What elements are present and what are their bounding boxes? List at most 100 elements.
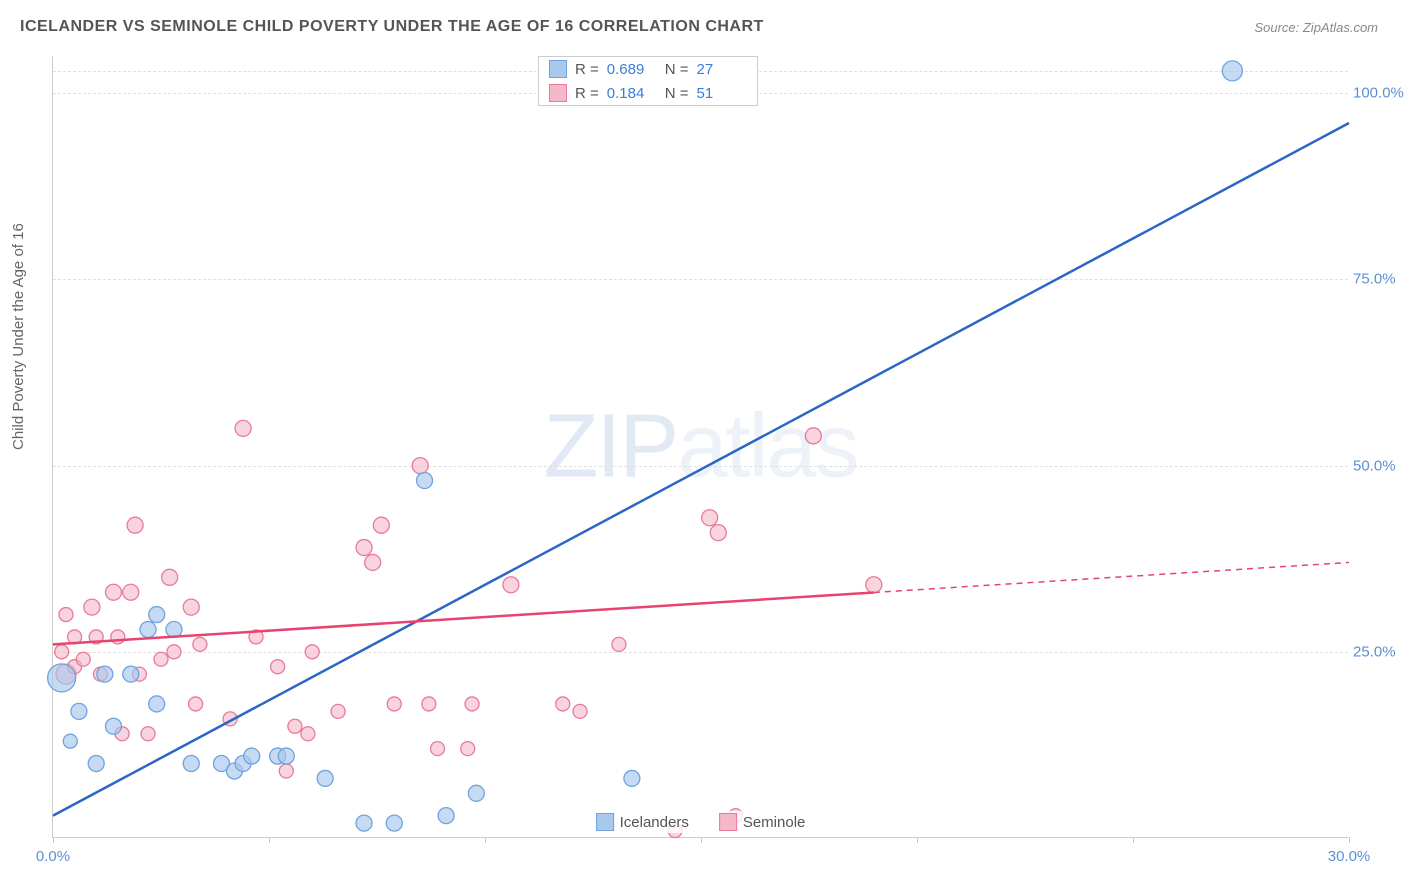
swatch-seminole (549, 84, 567, 102)
data-point-seminole (301, 727, 315, 741)
data-point-icelanders (149, 607, 165, 623)
data-point-seminole (430, 742, 444, 756)
data-point-icelanders (88, 756, 104, 772)
data-point-seminole (365, 554, 381, 570)
y-tick-label: 75.0% (1353, 271, 1406, 288)
legend-label-seminole: Seminole (743, 814, 806, 831)
n-label: N = (665, 85, 689, 102)
data-point-icelanders (356, 815, 372, 831)
data-point-seminole (235, 420, 251, 436)
x-tick (1349, 837, 1350, 843)
data-point-seminole (412, 458, 428, 474)
data-point-seminole (84, 599, 100, 615)
data-point-icelanders (71, 703, 87, 719)
data-point-seminole (702, 510, 718, 526)
data-point-seminole (189, 697, 203, 711)
data-point-icelanders (438, 808, 454, 824)
stats-legend: R = 0.689 N = 27 R = 0.184 N = 51 (538, 56, 758, 106)
trend-line-seminole-dashed (874, 562, 1349, 592)
legend-label-icelanders: Icelanders (620, 814, 689, 831)
data-point-icelanders (317, 770, 333, 786)
data-point-icelanders (48, 664, 76, 692)
data-point-seminole (805, 428, 821, 444)
r-value-seminole: 0.184 (607, 85, 657, 102)
data-point-icelanders (278, 748, 294, 764)
stats-row-icelanders: R = 0.689 N = 27 (539, 57, 757, 81)
data-point-seminole (331, 704, 345, 718)
plot-area: ZIPatlas 25.0%50.0%75.0%100.0% 0.0%30.0%… (52, 56, 1348, 838)
x-tick (53, 837, 54, 843)
data-point-icelanders (166, 621, 182, 637)
data-point-icelanders (97, 666, 113, 682)
trend-line-icelanders (53, 123, 1349, 816)
x-tick (701, 837, 702, 843)
x-tick (917, 837, 918, 843)
data-point-icelanders (123, 666, 139, 682)
data-point-icelanders (183, 756, 199, 772)
swatch-seminole (719, 813, 737, 831)
data-point-seminole (162, 569, 178, 585)
n-value-icelanders: 27 (697, 61, 747, 78)
data-point-icelanders (105, 718, 121, 734)
data-point-seminole (141, 727, 155, 741)
x-tick-label: 0.0% (36, 848, 70, 865)
data-point-seminole (422, 697, 436, 711)
data-point-icelanders (149, 696, 165, 712)
swatch-icelanders (596, 813, 614, 831)
data-point-seminole (279, 764, 293, 778)
n-value-seminole: 51 (697, 85, 747, 102)
data-point-icelanders (140, 621, 156, 637)
data-point-seminole (154, 652, 168, 666)
data-point-seminole (271, 660, 285, 674)
data-point-seminole (710, 525, 726, 541)
data-point-seminole (305, 645, 319, 659)
data-point-seminole (167, 645, 181, 659)
stats-row-seminole: R = 0.184 N = 51 (539, 81, 757, 105)
data-point-icelanders (417, 473, 433, 489)
x-tick-label: 30.0% (1328, 848, 1371, 865)
source-attribution: Source: ZipAtlas.com (1254, 20, 1378, 35)
data-point-seminole (465, 697, 479, 711)
y-tick-label: 25.0% (1353, 643, 1406, 660)
n-label: N = (665, 61, 689, 78)
data-point-icelanders (63, 734, 77, 748)
swatch-icelanders (549, 60, 567, 78)
scatter-svg (53, 56, 1348, 837)
data-point-seminole (573, 704, 587, 718)
data-point-seminole (123, 584, 139, 600)
data-point-seminole (76, 652, 90, 666)
data-point-seminole (503, 577, 519, 593)
data-point-icelanders (468, 785, 484, 801)
legend-item-seminole: Seminole (719, 813, 806, 831)
data-point-seminole (866, 577, 882, 593)
data-point-seminole (556, 697, 570, 711)
data-point-seminole (288, 719, 302, 733)
data-point-seminole (461, 742, 475, 756)
r-value-icelanders: 0.689 (607, 61, 657, 78)
data-point-icelanders (386, 815, 402, 831)
data-point-seminole (193, 637, 207, 651)
r-label: R = (575, 85, 599, 102)
data-point-seminole (55, 645, 69, 659)
data-point-icelanders (1222, 61, 1242, 81)
data-point-seminole (105, 584, 121, 600)
data-point-seminole (373, 517, 389, 533)
data-point-seminole (127, 517, 143, 533)
x-tick (485, 837, 486, 843)
y-axis-label: Child Poverty Under the Age of 16 (10, 223, 27, 450)
x-tick (269, 837, 270, 843)
chart-title: ICELANDER VS SEMINOLE CHILD POVERTY UNDE… (20, 18, 764, 36)
x-tick (1133, 837, 1134, 843)
data-point-icelanders (244, 748, 260, 764)
y-tick-label: 100.0% (1353, 85, 1406, 102)
data-point-seminole (183, 599, 199, 615)
data-point-seminole (387, 697, 401, 711)
trend-line-seminole (53, 592, 874, 644)
data-point-seminole (356, 540, 372, 556)
data-point-icelanders (624, 770, 640, 786)
bottom-legend: Icelanders Seminole (590, 811, 812, 833)
data-point-seminole (612, 637, 626, 651)
r-label: R = (575, 61, 599, 78)
y-tick-label: 50.0% (1353, 457, 1406, 474)
legend-item-icelanders: Icelanders (596, 813, 689, 831)
